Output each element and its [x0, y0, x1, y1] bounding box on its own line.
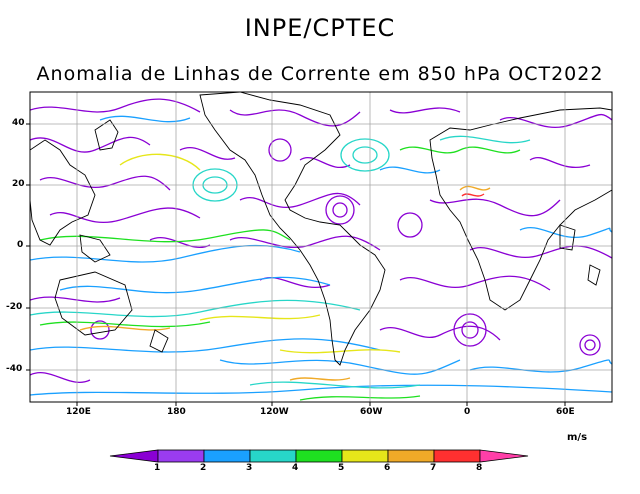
colorbar-cell [433, 449, 481, 463]
lon-tick-label: 60W [360, 407, 383, 417]
colorbar-label: 3 [246, 463, 253, 473]
colorbar-cell-min [109, 449, 159, 463]
colorbar-cell [157, 449, 205, 463]
coastlines [30, 92, 612, 366]
lon-tick-label: 180 [167, 407, 186, 417]
colorbar-label: 6 [384, 463, 391, 473]
colorbar-units: m/s [567, 432, 588, 443]
lon-tick-label: 120E [66, 407, 91, 417]
colorbar-label: 2 [200, 463, 207, 473]
organization-title: INPE/CPTEC [244, 14, 396, 42]
colorbar-label: 1 [154, 463, 161, 473]
axis-ticks [26, 123, 566, 406]
colorbar-label: 7 [430, 463, 437, 473]
lat-tick-label: -20 [6, 302, 23, 312]
colorbar-cell [203, 449, 251, 463]
lat-tick-label: -40 [6, 364, 23, 374]
graticule [30, 92, 612, 402]
colorbar-label: 8 [476, 463, 483, 473]
colorbar-cell [249, 449, 297, 463]
lat-tick-label: 0 [17, 240, 24, 250]
lon-tick-label: 120W [260, 407, 289, 417]
colorbar-label: 4 [292, 463, 299, 473]
colorbar-cell [387, 449, 435, 463]
lon-tick-label: 60E [556, 407, 575, 417]
map-frame [29, 91, 613, 403]
lat-tick-label: 40 [12, 118, 25, 128]
streamline-field [30, 98, 612, 401]
lat-tick-label: 20 [12, 179, 25, 189]
map-title: Anomalia de Linhas de Corrente em 850 hP… [36, 63, 604, 85]
colorbar-cell [295, 449, 343, 463]
colorbar-label: 5 [338, 463, 345, 473]
colorbar-cell-max [479, 449, 529, 463]
colorbar-cell [341, 449, 389, 463]
colorbar [109, 449, 529, 463]
lon-tick-label: 0 [464, 407, 471, 417]
